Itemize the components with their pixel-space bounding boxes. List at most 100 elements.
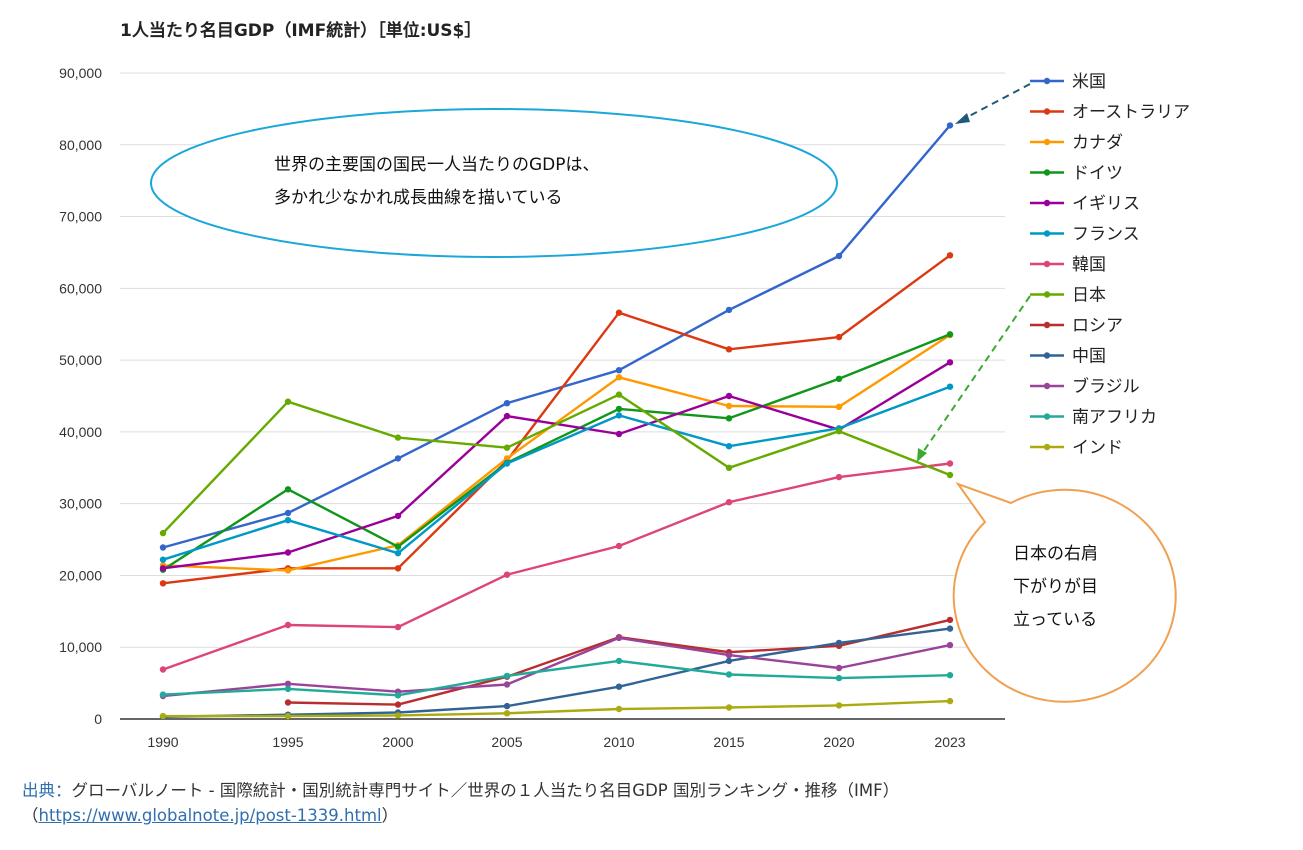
series-line <box>162 393 951 534</box>
data-point <box>725 464 733 471</box>
callout-line: 日本の右肩 <box>1013 544 1098 564</box>
data-point <box>284 517 292 524</box>
data-point <box>284 567 292 574</box>
legend-marker <box>1043 230 1051 237</box>
source-link[interactable]: https://www.globalnote.jp/post-1339.html <box>38 806 382 825</box>
series-南アフリカ <box>159 657 954 699</box>
legend-label: イギリス <box>1072 194 1140 214</box>
callout-line: 下がりが目 <box>1013 577 1098 597</box>
x-tick-label: 2015 <box>713 734 744 750</box>
data-point <box>394 565 402 572</box>
data-point <box>946 625 954 632</box>
data-point <box>284 699 292 706</box>
legend-label: 南アフリカ <box>1072 408 1157 428</box>
x-tick-label: 2000 <box>382 734 413 750</box>
data-point <box>159 529 167 537</box>
data-point <box>284 680 292 687</box>
annotations-layer: 世界の主要国の国民一人当たりのGDPは、多かれ少なかれ成長曲線を描いている 日本… <box>150 83 1177 703</box>
legend-label: 中国 <box>1072 347 1106 367</box>
data-point <box>284 486 292 493</box>
japan-callout-bubble <box>952 481 1177 703</box>
chart-title: 1人当たり名目GDP（IMF統計）［単位:US$］ <box>120 20 481 41</box>
legend-label: 米国 <box>1072 72 1106 92</box>
japan-callout-text: 日本の右肩下がりが目立っている <box>1013 544 1098 630</box>
data-point <box>615 705 623 713</box>
legend-marker <box>1043 321 1051 329</box>
data-point <box>159 712 167 720</box>
data-point <box>159 565 167 572</box>
data-point <box>503 710 511 717</box>
legend-label: オーストラリア <box>1072 103 1190 123</box>
data-point <box>503 702 511 710</box>
legend-label: ブラジル <box>1072 376 1140 397</box>
data-point <box>835 375 843 382</box>
legend-item: カナダ <box>1030 133 1123 153</box>
series-line <box>163 699 951 718</box>
series-フランス <box>159 383 954 563</box>
legend-marker <box>1043 108 1051 115</box>
source-link-close: ） <box>381 806 399 825</box>
series-line <box>162 636 951 698</box>
legend-marker <box>1043 77 1051 85</box>
data-point <box>159 580 167 587</box>
y-tick-label: 80,000 <box>59 137 102 153</box>
data-point <box>394 512 402 520</box>
x-axis: 1990 1995 2000 2005 2010 2015 2020 2023 <box>147 734 965 750</box>
legend-label: ドイツ <box>1072 164 1123 184</box>
legend-marker <box>1043 382 1051 390</box>
source-link-open: （ <box>22 806 39 825</box>
data-point <box>615 309 623 316</box>
legend-item: ブラジル <box>1030 376 1140 397</box>
series-line <box>162 627 951 718</box>
growth-callout-text: 世界の主要国の国民一人当たりのGDPは、多かれ少なかれ成長曲線を描いている <box>274 155 600 208</box>
legend-item: 日本 <box>1030 286 1106 306</box>
source-citation: 出典：グローバルノート - 国際統計・国別統計専門サイト／世界の１人当たり名目G… <box>22 778 1297 828</box>
legend-label: インド <box>1072 438 1123 458</box>
source-prefix: 出典： <box>22 781 72 800</box>
data-point <box>159 544 167 551</box>
data-point <box>394 455 402 462</box>
legend-label: ロシア <box>1072 316 1123 336</box>
x-tick-label: 1995 <box>272 734 303 750</box>
legend-item: 中国 <box>1030 347 1106 367</box>
legend-marker <box>1043 138 1051 146</box>
series-line <box>162 333 951 571</box>
source-text: グローバルノート - 国際統計・国別統計専門サイト／世界の１人当たり名目GDP … <box>71 781 900 800</box>
series-line <box>162 462 951 671</box>
legend-item: 米国 <box>1030 72 1106 92</box>
series-line <box>162 659 951 697</box>
callout-line: 世界の主要国の国民一人当たりのGDPは、 <box>274 155 600 175</box>
data-point <box>835 674 843 682</box>
data-point <box>615 683 623 690</box>
data-point <box>946 331 954 338</box>
data-point <box>615 542 623 550</box>
x-tick-label: 2020 <box>823 734 854 750</box>
data-point <box>503 444 511 451</box>
x-tick-label: 1990 <box>147 734 178 750</box>
data-point <box>503 571 511 578</box>
series-日本 <box>159 391 954 537</box>
japan-pointer-arrow <box>918 295 1031 459</box>
legend-marker <box>1043 413 1051 420</box>
legend-marker <box>1043 169 1051 176</box>
data-point <box>394 550 402 557</box>
data-point <box>159 666 167 673</box>
data-point <box>725 392 733 400</box>
series-イギリス <box>159 359 954 572</box>
data-point <box>835 639 843 647</box>
y-tick-label: 70,000 <box>59 209 102 225</box>
data-point <box>284 685 292 693</box>
series-line <box>162 333 951 572</box>
japan-pointer-arrowhead <box>917 448 927 462</box>
legend-marker <box>1043 199 1051 207</box>
callout-line: 立っている <box>1013 610 1097 630</box>
series-line <box>162 385 951 561</box>
data-point <box>159 556 167 563</box>
data-point <box>725 704 733 711</box>
data-point <box>284 509 292 517</box>
us-pointer-arrowhead <box>955 113 970 124</box>
legend-item: インド <box>1030 438 1123 458</box>
data-point <box>725 402 733 410</box>
data-point <box>615 374 623 381</box>
data-point <box>725 415 733 422</box>
